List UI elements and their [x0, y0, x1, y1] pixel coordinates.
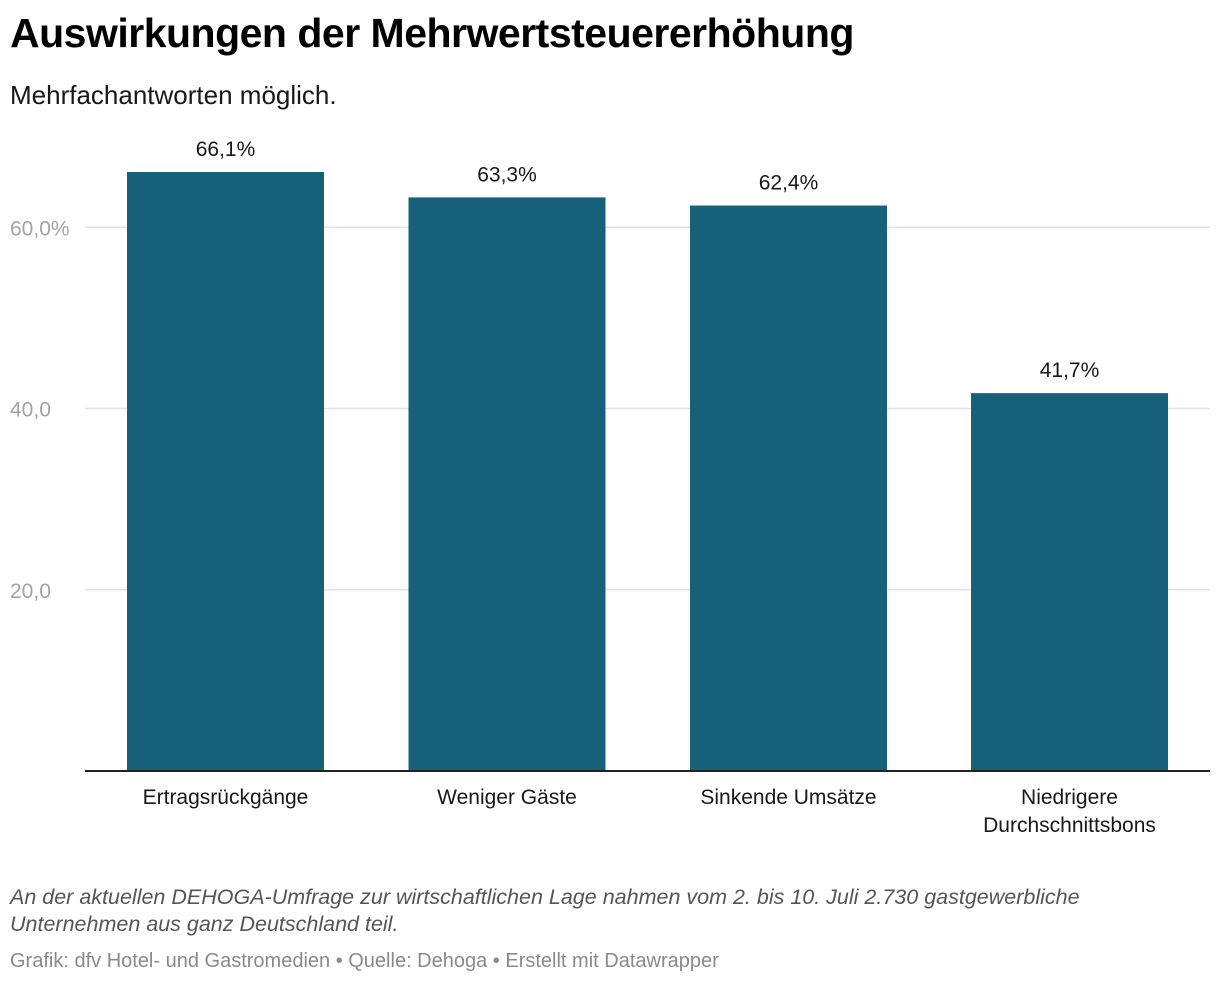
chart-subtitle: Mehrfachantworten möglich. — [10, 80, 337, 110]
x-tick-label: Ertragsrückgänge — [143, 786, 309, 809]
bar-value-label: 66,1% — [196, 138, 256, 161]
x-tick-label: Niedrigere — [1021, 786, 1118, 809]
bar — [971, 393, 1168, 771]
x-tick-label: Sinkende Umsätze — [700, 786, 876, 809]
x-tick-label: Weniger Gäste — [437, 786, 577, 809]
y-tick-label: 40,0 — [10, 399, 51, 422]
y-tick-label: 20,0 — [10, 580, 51, 603]
chart-note: An der aktuellen DEHOGA-Umfrage zur wirt… — [10, 885, 1080, 936]
chart-credits: Grafik: dfv Hotel- und Gastromedien • Qu… — [10, 950, 719, 972]
bar-chart: 20,0 40,0 60,0% 66,1% 63,3% 62,4% 41,7% Ertrags… — [10, 138, 1210, 837]
bar-value-label: 41,7% — [1040, 359, 1100, 382]
bar — [408, 197, 606, 772]
x-tick-label: Durchschnittsbons — [983, 814, 1156, 837]
bar — [690, 205, 887, 772]
bar-value-label: 63,3% — [477, 163, 537, 186]
bar-value-label: 62,4% — [759, 172, 819, 195]
y-tick-label: 60,0% — [10, 217, 70, 240]
bar — [127, 172, 324, 771]
chart-title: Auswirkungen der Mehrwertsteuererhöhung — [10, 10, 854, 56]
